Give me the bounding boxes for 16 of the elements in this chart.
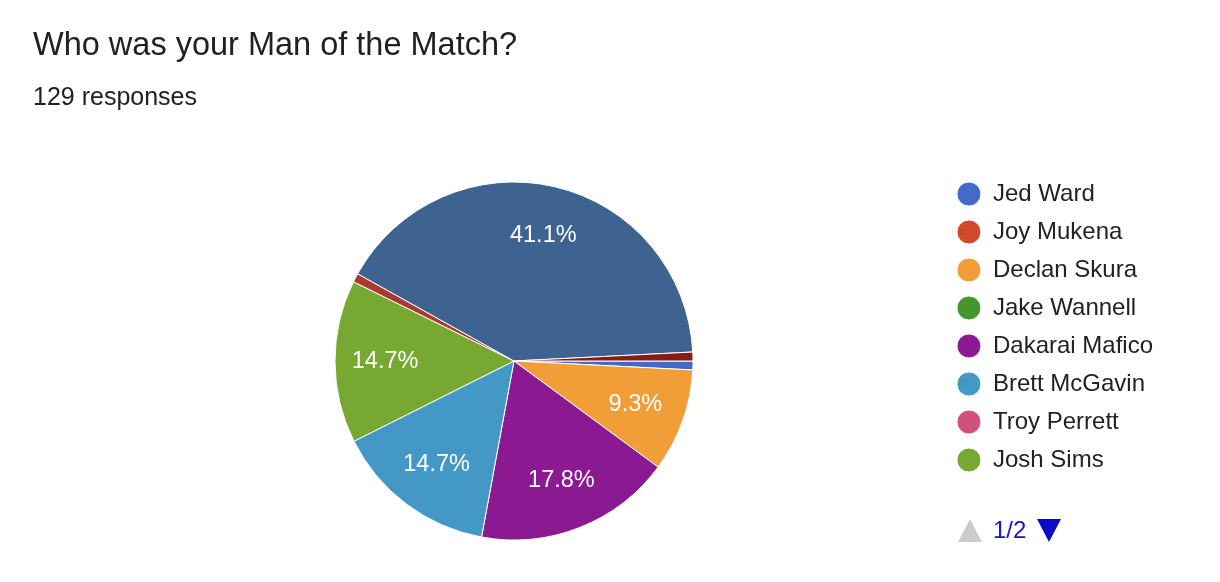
data-label: 17.8% — [528, 466, 595, 493]
data-label: 41.1% — [509, 220, 577, 247]
data-label: 14.7% — [351, 346, 419, 373]
legend-label: Declan Skura — [992, 254, 1138, 282]
legend-label: Jed Ward — [992, 178, 1095, 206]
chart-title: Who was your Man of the Match? — [33, 26, 518, 63]
legend-label: Brett McGavin — [992, 368, 1145, 396]
legend-label: Josh Sims — [992, 444, 1104, 472]
data-label: 9.3% — [608, 389, 663, 416]
legend-label: Dakarai Mafico — [992, 330, 1154, 358]
legend-label: Jake Wannell — [992, 292, 1137, 320]
legend-label: Troy Perrett — [992, 406, 1120, 434]
text: 129 responses — [33, 82, 198, 111]
legend-label: Joy Mukena — [992, 216, 1123, 244]
data-label: 14.7% — [403, 449, 471, 476]
text: 1/2 — [993, 516, 1027, 543]
